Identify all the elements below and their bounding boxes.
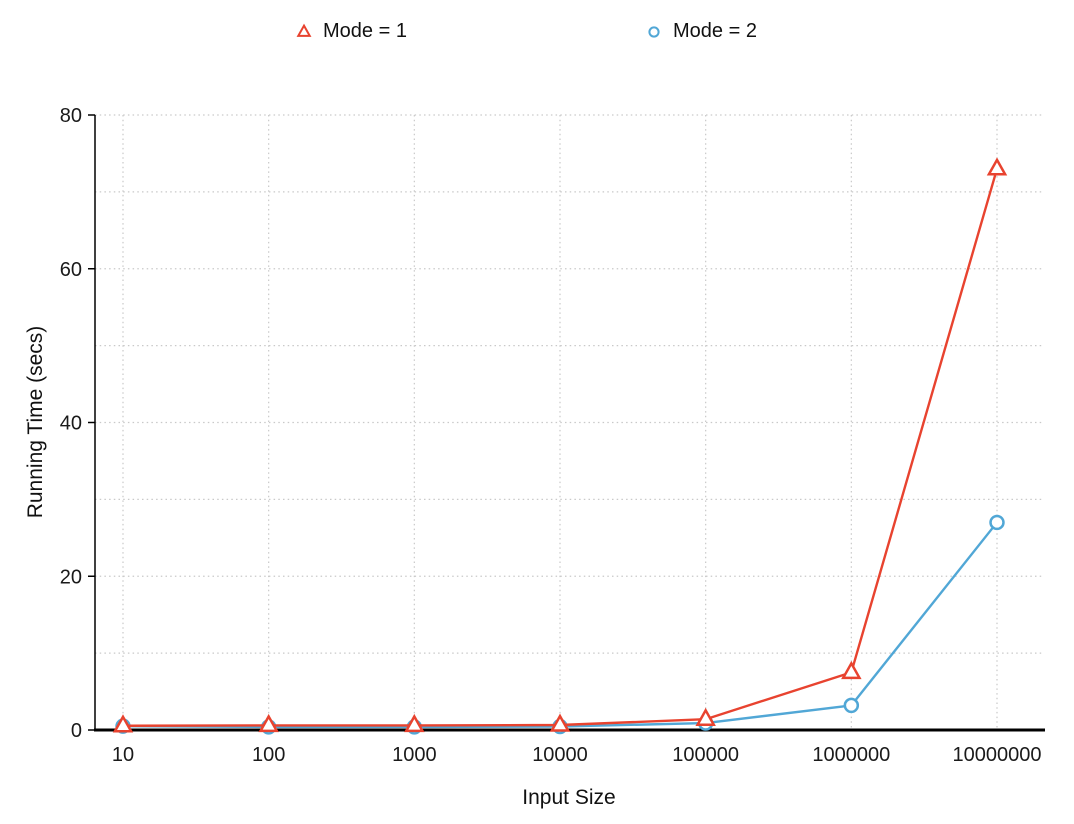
legend-label-mode-1: Mode = 1 [323, 19, 407, 42]
svg-text:100: 100 [252, 744, 285, 766]
svg-text:60: 60 [60, 259, 82, 281]
svg-text:10000000: 10000000 [953, 744, 1042, 766]
x-axis-title: Input Size [522, 786, 616, 809]
svg-text:10: 10 [112, 744, 134, 766]
svg-text:100000: 100000 [672, 744, 739, 766]
svg-text:40: 40 [60, 413, 82, 435]
legend-label-mode-2: Mode = 2 [673, 19, 757, 42]
svg-text:10000: 10000 [532, 744, 588, 766]
y-axis-title: Running Time (secs) [24, 325, 47, 519]
svg-text:1000: 1000 [392, 744, 437, 766]
circle-marker-icon [648, 26, 660, 38]
svg-text:0: 0 [71, 720, 82, 742]
svg-text:1000000: 1000000 [812, 744, 890, 766]
legend-item-mode-1: Mode = 1 [295, 19, 407, 43]
legend-item-mode-2: Mode = 2 [645, 19, 757, 43]
svg-text:20: 20 [60, 566, 82, 588]
triangle-marker-icon [296, 23, 312, 37]
svg-text:80: 80 [60, 105, 82, 127]
